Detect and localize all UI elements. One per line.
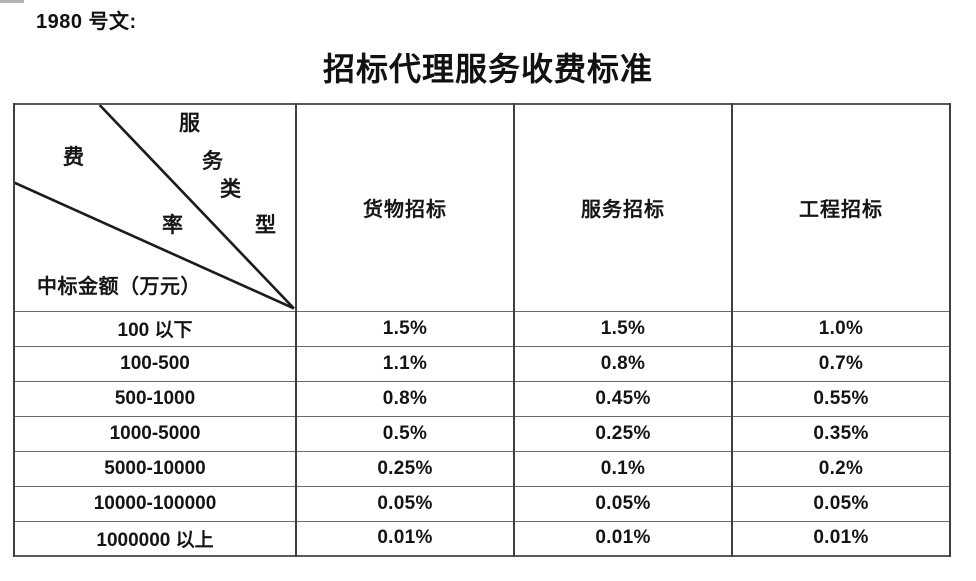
scan-edge-artifact: [0, 0, 24, 3]
diagonal-lines: [16, 105, 294, 310]
rate-cell: 0.5%: [295, 415, 515, 452]
rate-cell: 0.7%: [731, 345, 951, 382]
rate-cell: 1.0%: [731, 310, 951, 347]
page-title: 招标代理服务收费标准: [322, 51, 653, 87]
column-header-goods: 货物招标: [295, 103, 515, 312]
column-header-services: 服务招标: [513, 103, 733, 312]
table-row: 100-500 1.1% 0.8% 0.7%: [13, 345, 951, 382]
amount-range-cell: 500-1000: [13, 380, 297, 417]
table-row: 100 以下 1.5% 1.5% 1.0%: [13, 310, 951, 347]
amount-range-cell: 1000000 以上: [13, 520, 297, 557]
rate-cell: 0.55%: [731, 380, 951, 417]
rate-cell: 0.01%: [731, 520, 951, 557]
rate-cell: 0.35%: [731, 415, 951, 452]
amount-range-cell: 5000-10000: [13, 450, 297, 487]
rate-cell: 1.5%: [513, 310, 733, 347]
rate-cell: 0.05%: [513, 485, 733, 522]
corner-label-rate-char: 率: [162, 213, 183, 237]
rate-cell: 0.1%: [513, 450, 733, 487]
rate-cell: 0.8%: [513, 345, 733, 382]
rate-cell: 0.05%: [295, 485, 515, 522]
amount-range-cell: 1000-5000: [13, 415, 297, 452]
corner-label-service-char: 务: [202, 149, 223, 173]
rate-cell: 0.25%: [295, 450, 515, 487]
corner-label-service-char: 型: [255, 213, 276, 237]
rate-cell: 0.25%: [513, 415, 733, 452]
amount-range-cell: 100 以下: [13, 310, 297, 347]
rate-cell: 0.01%: [513, 520, 733, 557]
table-row: 500-1000 0.8% 0.45% 0.55%: [13, 380, 951, 417]
rate-cell: 0.2%: [731, 450, 951, 487]
table-row: 10000-100000 0.05% 0.05% 0.05%: [13, 485, 951, 522]
table-row: 1000-5000 0.5% 0.25% 0.35%: [13, 415, 951, 452]
corner-label-amount: 中标金额（万元）: [37, 276, 201, 298]
fee-standard-table: 服 务 类 型 费 率 中标金额（万元） 货物招标 服务招标 工程招标 100 …: [13, 103, 951, 557]
amount-range-cell: 100-500: [13, 345, 297, 382]
rate-cell: 1.1%: [295, 345, 515, 382]
rate-cell: 0.01%: [295, 520, 515, 557]
rate-cell: 0.8%: [295, 380, 515, 417]
corner-label-fee-char: 费: [63, 145, 84, 169]
amount-range-cell: 10000-100000: [13, 485, 297, 522]
column-header-engineering: 工程招标: [731, 103, 951, 312]
rate-cell: 0.05%: [731, 485, 951, 522]
table-header-row: 服 务 类 型 费 率 中标金额（万元） 货物招标 服务招标 工程招标: [13, 103, 951, 312]
table-row: 5000-10000 0.25% 0.1% 0.2%: [13, 450, 951, 487]
corner-label-service-char: 服: [179, 111, 200, 135]
table-row: 1000000 以上 0.01% 0.01% 0.01%: [13, 520, 951, 557]
rate-cell: 1.5%: [295, 310, 515, 347]
document-reference: 1980 号文:: [36, 11, 137, 33]
rate-cell: 0.45%: [513, 380, 733, 417]
corner-label-service-char: 类: [220, 177, 241, 201]
diagonal-corner-cell: 服 务 类 型 费 率 中标金额（万元）: [13, 103, 297, 312]
